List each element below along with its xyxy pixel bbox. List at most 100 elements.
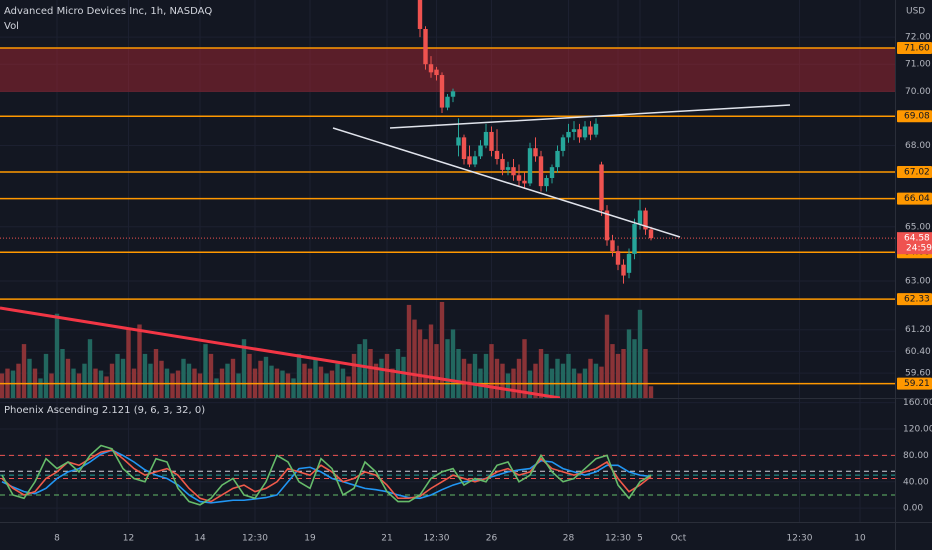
oscillator-line [1,444,652,506]
volume-bar [247,353,252,398]
volume-bar [49,373,54,398]
candle-body [544,178,549,187]
candle-body [610,240,615,252]
volume-bar [472,353,478,398]
volume-bar [263,356,269,398]
volume-bar [489,344,494,398]
volume-bar [269,365,274,398]
y-tick-label: 65.00 [905,222,931,232]
level-tag [897,192,932,205]
x-tick-label: 12:30 [242,534,268,544]
volume-bar [406,304,412,398]
volume-bar [544,353,549,398]
volume-bar [632,339,637,398]
volume-bar [285,373,291,398]
volume-bar [236,373,241,398]
y-tick-label: 60.40 [905,347,931,357]
volume-bar [181,358,186,398]
volume-bar [456,349,461,398]
volume-bar [434,344,439,398]
volume-bar [357,344,362,398]
volume-bar [588,358,593,398]
volume-bar [87,339,93,398]
oscillator-line [1,449,652,503]
candle-body [593,123,599,135]
candle-body [555,150,560,168]
x-tick-label: 10 [854,534,866,544]
y-tick-label: 68.00 [905,141,931,151]
volume-bar [208,353,214,398]
volume-bar [148,363,153,398]
candle-body [516,175,522,181]
volume-bar [43,353,49,398]
volume-bar [555,358,560,398]
volume-bar [27,358,32,398]
level-label: 59.21 [904,379,930,389]
volume-bar [577,373,582,398]
volume-bar [153,349,159,398]
volume-bar [467,363,472,398]
level-tag [897,377,932,390]
y-tick-label: 0.00 [903,504,923,514]
volume-bar [604,314,610,398]
x-tick-label: 26 [486,534,498,544]
trend-line [389,104,791,129]
candle-body [483,131,489,146]
volume-bar [648,386,654,398]
x-tick-label: Oct [671,534,687,544]
candle-body [423,28,428,65]
y-tick-label: 70.00 [905,87,931,97]
candle-body [511,167,516,176]
level-tag [897,41,932,54]
candle-body [560,137,566,151]
candle-body [615,251,621,265]
candle-body [505,167,511,170]
y-tick-label: 63.00 [905,276,931,286]
candle-body [599,164,604,211]
volume-bar [296,353,302,398]
candle-body [439,75,445,108]
volume-bar [599,366,604,398]
trend-line [332,127,681,238]
volume-bar [500,363,505,398]
volume-bar [137,324,142,398]
volume-bar [186,363,192,398]
trend-line [0,306,561,398]
volume-bar [313,358,318,398]
x-tick-label: 14 [194,534,206,544]
volume-bar [16,363,21,398]
volume-bar [76,373,82,398]
candle-body [648,229,654,239]
volume-bar [566,353,571,398]
volume-bar [610,344,615,398]
y-tick-label: 120.00 [903,425,932,435]
candle-body [582,126,588,138]
volume-bar [197,373,203,398]
volume-bar [626,329,632,398]
volume-bar [65,358,71,398]
candle-body [522,180,527,184]
volume-bar [483,353,489,398]
candle-body [467,156,472,165]
candle-body [489,131,494,151]
candle-body [417,0,423,29]
volume-bar [115,353,120,398]
volume-bar [230,358,236,398]
x-tick-label: 8 [54,534,60,544]
volume-bar [203,344,208,398]
level-label: 62.33 [904,295,930,305]
x-tick-label: 12:30 [605,534,631,544]
volume-bar [412,319,417,398]
candle-body [549,167,555,179]
volume-bar [461,358,467,398]
x-tick-label: 28 [563,534,575,544]
candle-body [604,210,610,241]
indicator-title: Phoenix Ascending 2.121 (9, 6, 3, 32, 0) [4,405,205,416]
level-tag [897,166,932,179]
candle-body [621,264,626,276]
volume-bar [401,356,406,398]
volume-bar [170,373,175,398]
oscillator-pane [0,444,895,506]
candle-body [527,148,533,184]
volume-bar [505,373,511,398]
